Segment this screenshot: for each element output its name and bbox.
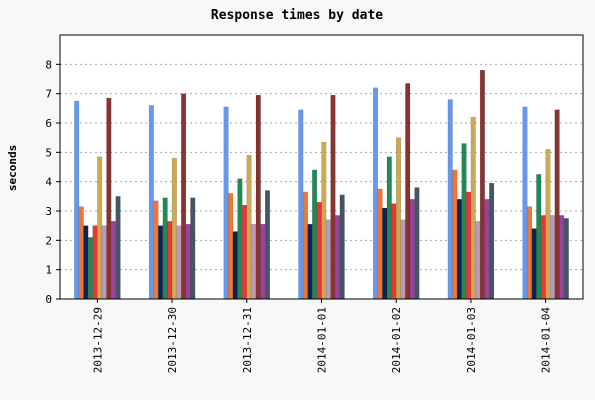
bar	[223, 106, 229, 300]
y-axis-label: seconds	[6, 145, 19, 191]
bar	[325, 219, 331, 300]
bar	[382, 207, 388, 300]
bar	[330, 94, 336, 300]
bar	[316, 201, 322, 300]
bar	[106, 97, 112, 300]
bar	[489, 182, 495, 300]
bar	[302, 191, 308, 300]
bar	[339, 194, 345, 300]
bar	[115, 196, 121, 300]
plot-frame	[59, 34, 584, 300]
bar	[386, 156, 392, 300]
bar	[74, 100, 80, 300]
y-tick-label: 8	[45, 58, 52, 71]
bar	[447, 99, 453, 300]
bar	[237, 178, 243, 300]
y-tick-label: 2	[45, 234, 52, 247]
bar	[232, 231, 238, 300]
bar	[461, 143, 467, 300]
bar	[545, 149, 551, 300]
bar	[522, 106, 528, 300]
bar	[409, 199, 415, 300]
bar	[185, 223, 191, 300]
y-tick-label: 0	[45, 293, 52, 306]
x-tick-label: 2013-12-30	[166, 307, 179, 373]
bar	[92, 225, 98, 300]
bar	[312, 169, 318, 300]
bar	[554, 109, 560, 300]
bar	[391, 203, 397, 300]
bars	[74, 69, 569, 300]
bar	[321, 141, 327, 300]
bar	[527, 206, 533, 300]
bar	[377, 188, 383, 300]
bar	[563, 218, 569, 300]
bar	[456, 199, 462, 300]
bar	[396, 137, 402, 300]
bar	[536, 174, 542, 300]
x-tick-label: 2013-12-31	[241, 307, 254, 373]
bar	[153, 200, 159, 300]
bar	[251, 223, 257, 300]
bar	[83, 225, 89, 300]
y-tick-label: 1	[45, 264, 52, 277]
x-tick-label: 2014-01-04	[540, 307, 553, 374]
x-tick-label: 2013-12-29	[91, 307, 104, 373]
bar	[176, 225, 182, 300]
bar	[452, 169, 458, 300]
bar	[307, 223, 313, 300]
bar	[264, 190, 270, 300]
bar	[414, 187, 420, 300]
x-tick-label: 2014-01-02	[390, 307, 403, 373]
bar	[405, 83, 411, 300]
x-tick-label: 2014-01-01	[316, 307, 329, 373]
chart-title: Response times by date	[211, 8, 383, 23]
bar	[167, 221, 173, 300]
bar	[110, 221, 116, 300]
axes: 0 1 2 3 4 5 6 7 8 2013-12-29 2013-12-30 2013-12-31 2…	[45, 34, 584, 374]
bar	[466, 191, 472, 300]
bar	[470, 116, 476, 300]
bar	[148, 105, 154, 300]
bar	[87, 237, 93, 300]
bar	[162, 197, 168, 300]
bar	[228, 193, 234, 300]
bar	[97, 156, 103, 300]
bar	[475, 221, 481, 300]
y-tick-label: 3	[45, 205, 52, 218]
y-tick-label: 5	[45, 146, 52, 159]
bar	[255, 94, 261, 300]
bar	[540, 215, 546, 300]
bar	[171, 157, 177, 300]
x-tick-label: 2014-01-03	[465, 307, 478, 373]
bar	[373, 87, 379, 300]
bar	[78, 206, 84, 300]
bar	[400, 219, 406, 300]
bar	[246, 155, 252, 300]
bar	[559, 215, 565, 300]
bar	[158, 225, 164, 300]
bar	[190, 197, 196, 300]
bar	[479, 69, 485, 300]
bar	[335, 215, 341, 300]
bar	[260, 223, 266, 300]
bar	[181, 93, 187, 300]
bar	[531, 228, 537, 300]
y-tick-label: 6	[45, 117, 52, 130]
bar	[101, 225, 107, 300]
bar	[298, 109, 304, 300]
y-tick-label: 4	[45, 176, 52, 189]
bar	[550, 215, 556, 300]
bar	[484, 199, 490, 300]
bar	[241, 204, 247, 300]
y-tick-label: 7	[45, 88, 52, 101]
